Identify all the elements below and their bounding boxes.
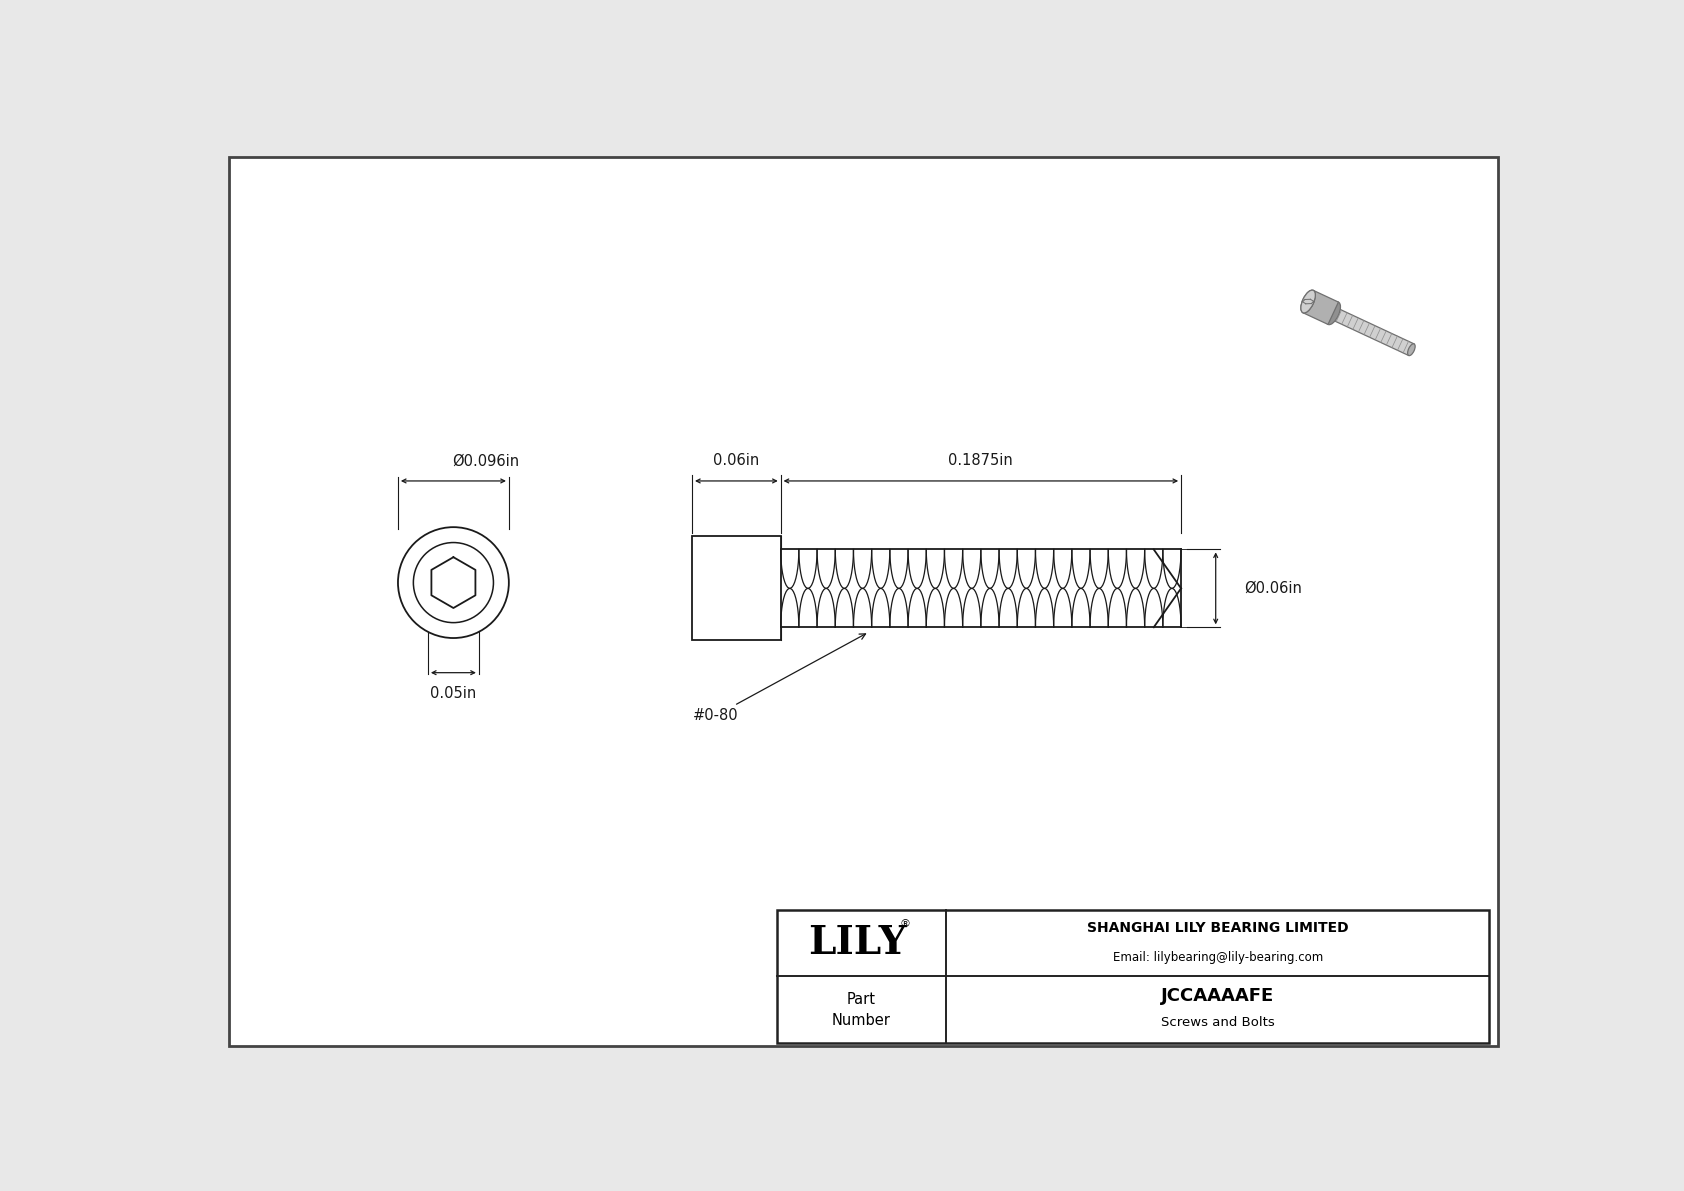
Text: Part
Number: Part Number (832, 992, 891, 1028)
Text: JCCAAAAFE: JCCAAAAFE (1160, 987, 1275, 1005)
Bar (692, 536, 781, 641)
Ellipse shape (1300, 291, 1315, 313)
Circle shape (413, 543, 493, 623)
Ellipse shape (1325, 301, 1340, 325)
Circle shape (397, 528, 509, 638)
Polygon shape (1303, 291, 1339, 324)
Text: ®: ® (899, 918, 911, 929)
Ellipse shape (1408, 344, 1415, 356)
Text: 0.1875in: 0.1875in (948, 453, 1014, 468)
Text: 0.06in: 0.06in (714, 453, 759, 468)
Text: Email: lilybearing@lily-bearing.com: Email: lilybearing@lily-bearing.com (1113, 952, 1322, 964)
Text: Ø0.096in: Ø0.096in (453, 454, 519, 468)
Ellipse shape (1300, 291, 1315, 313)
Text: Ø0.06in: Ø0.06in (1244, 581, 1302, 596)
Text: Screws and Bolts: Screws and Bolts (1160, 1016, 1275, 1029)
Text: #0-80: #0-80 (692, 634, 866, 723)
Text: SHANGHAI LILY BEARING LIMITED: SHANGHAI LILY BEARING LIMITED (1086, 922, 1349, 935)
Text: 0.05in: 0.05in (431, 686, 477, 701)
Polygon shape (1330, 307, 1415, 355)
Bar (776, 910, 1489, 1043)
Text: LILY: LILY (808, 924, 908, 962)
